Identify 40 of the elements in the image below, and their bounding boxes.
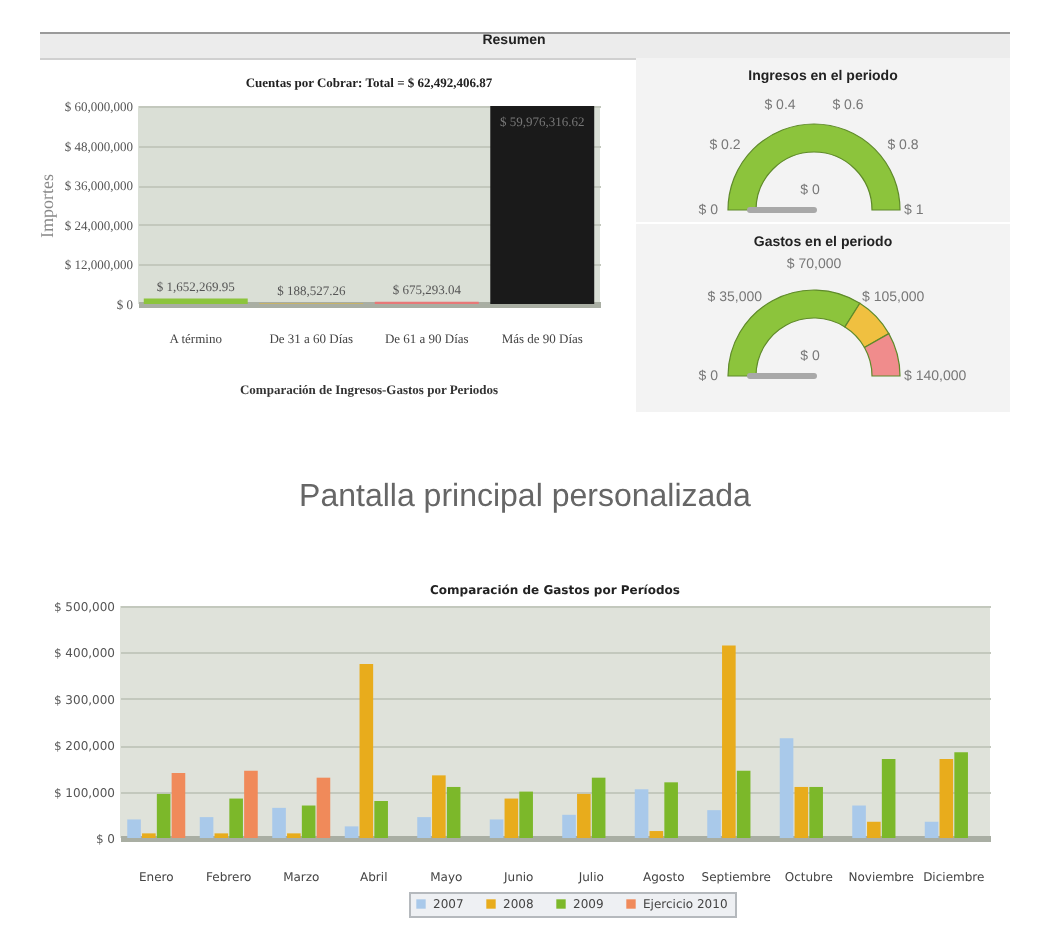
bar (344, 826, 359, 838)
bar (779, 738, 794, 838)
bar (374, 800, 388, 838)
bar (244, 770, 258, 838)
bar (519, 791, 533, 838)
bar (707, 810, 721, 838)
bar (634, 789, 649, 838)
bar (446, 786, 461, 838)
bar (591, 777, 606, 838)
bar (794, 786, 809, 838)
bar (852, 805, 866, 838)
bar (664, 782, 678, 838)
bar (301, 805, 316, 838)
text: Pantalla principal personalizada (297, 480, 753, 516)
bar (143, 298, 248, 304)
bar (432, 775, 446, 838)
bar (649, 831, 664, 838)
bar (316, 777, 331, 838)
y-axis-title: Importes (36, 173, 57, 238)
bar (272, 807, 286, 838)
bar (199, 817, 214, 838)
bar (489, 819, 504, 838)
bar (954, 752, 968, 838)
bar (881, 759, 896, 838)
bar (924, 821, 939, 838)
bar (736, 770, 751, 838)
bar (504, 798, 519, 838)
bar (722, 645, 736, 838)
bar (171, 773, 186, 838)
bar (867, 821, 881, 838)
bar (359, 664, 374, 838)
bar (417, 817, 431, 838)
bar (809, 786, 823, 838)
bar (127, 819, 141, 838)
bar (577, 793, 591, 838)
bar (229, 798, 243, 838)
bar (939, 759, 954, 838)
bar (490, 106, 595, 304)
bar (156, 793, 171, 838)
bar (562, 814, 576, 838)
